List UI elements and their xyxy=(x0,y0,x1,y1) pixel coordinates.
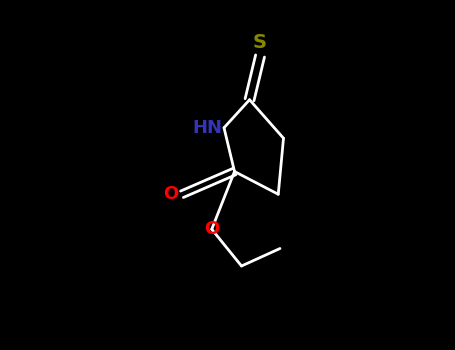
Text: HN: HN xyxy=(192,119,222,137)
Text: O: O xyxy=(163,185,178,203)
Text: S: S xyxy=(253,34,267,52)
Text: O: O xyxy=(204,220,219,238)
